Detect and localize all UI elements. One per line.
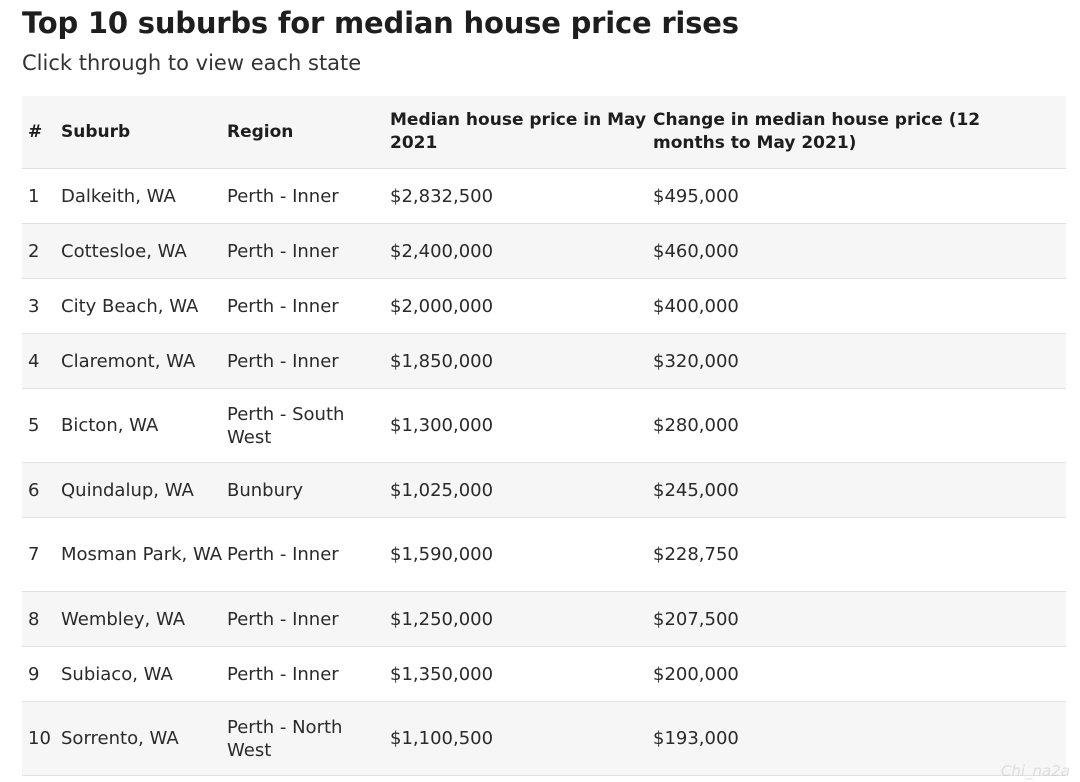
suburb-cell: Wembley, WA (61, 608, 186, 630)
suburb-cell: City Beach, WA (61, 295, 199, 317)
median-price-cell: $2,400,000 (390, 240, 494, 262)
suburb-cell: Claremont, WA (61, 350, 196, 372)
region-cell: Perth - Inner (227, 295, 339, 317)
region-cell: Perth - Inner (227, 350, 339, 372)
suburb-cell: Cottesloe, WA (61, 240, 187, 262)
median-price-cell: $1,025,000 (390, 479, 494, 501)
rank-cell: 3 (28, 295, 40, 317)
table-row: 7 Mosman Park, WA Perth - Inner $1,590,0… (22, 518, 1066, 592)
suburb-cell: Dalkeith, WA (61, 185, 176, 207)
median-price-cell: $2,832,500 (390, 185, 494, 207)
page-subtitle: Click through to view each state (22, 51, 362, 75)
column-header-suburb: Suburb (61, 121, 131, 142)
region-cell: Perth - Inner (227, 663, 339, 685)
suburb-cell: Subiaco, WA (61, 663, 173, 685)
region-cell: Perth - Inner (227, 240, 339, 262)
table-row: 6 Quindalup, WA Bunbury $1,025,000 $245,… (22, 463, 1066, 518)
suburbs-table: # Suburb Region Median house price in Ma… (22, 96, 1066, 776)
table-row: 2 Cottesloe, WA Perth - Inner $2,400,000… (22, 224, 1066, 279)
page-title: Top 10 suburbs for median house price ri… (22, 6, 739, 40)
suburb-cell: Mosman Park, WA (61, 544, 223, 565)
table-header-row: # Suburb Region Median house price in Ma… (22, 96, 1066, 169)
median-price-cell: $1,590,000 (390, 544, 494, 565)
suburb-cell: Bicton, WA (61, 415, 159, 436)
rank-cell: 6 (28, 479, 40, 501)
rank-cell: 4 (28, 350, 40, 372)
median-price-cell: $1,300,000 (390, 415, 494, 436)
table-row: 10 Sorrento, WA Perth - North West $1,10… (22, 702, 1066, 776)
region-cell: Perth - North West (227, 716, 343, 761)
region-cell: Perth - South West (227, 403, 345, 448)
column-header-median-price: Median house price in May 2021 (390, 110, 647, 153)
price-change-cell: $207,500 (653, 608, 739, 630)
price-change-cell: $228,750 (653, 544, 739, 565)
rank-cell: 8 (28, 608, 40, 630)
column-header-price-change: Change in median house price (12 months … (653, 110, 981, 153)
price-change-cell: $495,000 (653, 185, 739, 207)
median-price-cell: $2,000,000 (390, 295, 494, 317)
price-change-cell: $245,000 (653, 479, 739, 501)
median-price-cell: $1,100,500 (390, 728, 494, 749)
column-header-rank: # (28, 121, 43, 142)
rank-cell: 5 (28, 415, 40, 436)
rank-cell: 2 (28, 240, 40, 262)
region-cell: Perth - Inner (227, 185, 339, 207)
price-change-cell: $280,000 (653, 415, 739, 436)
median-price-cell: $1,250,000 (390, 608, 494, 630)
column-header-region: Region (227, 121, 294, 142)
price-change-cell: $400,000 (653, 295, 739, 317)
rank-cell: 7 (28, 544, 40, 565)
table-row: 3 City Beach, WA Perth - Inner $2,000,00… (22, 279, 1066, 334)
table-row: 4 Claremont, WA Perth - Inner $1,850,000… (22, 334, 1066, 389)
suburb-cell: Quindalup, WA (61, 479, 194, 501)
price-change-cell: $320,000 (653, 350, 739, 372)
region-cell: Perth - Inner (227, 544, 339, 565)
table-row: 8 Wembley, WA Perth - Inner $1,250,000 $… (22, 592, 1066, 647)
region-cell: Perth - Inner (227, 608, 339, 630)
price-change-cell: $193,000 (653, 728, 739, 749)
suburb-cell: Sorrento, WA (61, 728, 179, 749)
rank-cell: 9 (28, 663, 40, 685)
price-change-cell: $200,000 (653, 663, 739, 685)
table-row: 9 Subiaco, WA Perth - Inner $1,350,000 $… (22, 647, 1066, 702)
median-price-cell: $1,850,000 (390, 350, 494, 372)
watermark: Chi_na2a (1000, 762, 1070, 780)
region-cell: Bunbury (227, 479, 304, 501)
rank-cell: 1 (28, 185, 40, 207)
table-row: 5 Bicton, WA Perth - South West $1,300,0… (22, 389, 1066, 463)
median-price-cell: $1,350,000 (390, 663, 494, 685)
price-change-cell: $460,000 (653, 240, 739, 262)
rank-cell: 10 (28, 728, 51, 749)
table-row: 1 Dalkeith, WA Perth - Inner $2,832,500 … (22, 169, 1066, 224)
